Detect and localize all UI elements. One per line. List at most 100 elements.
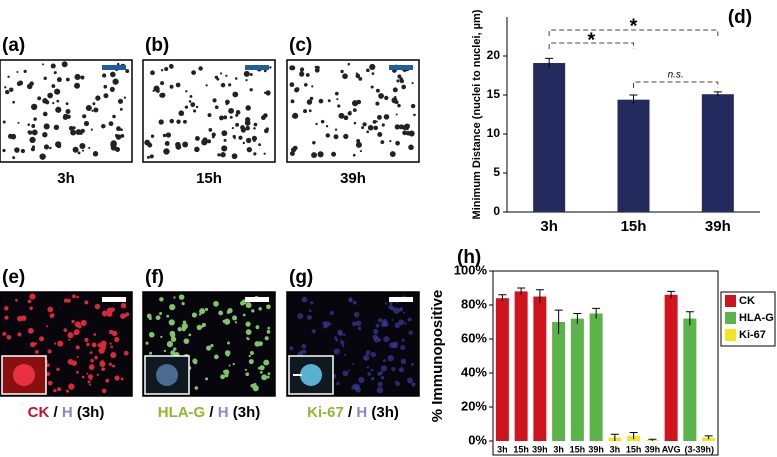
cell bbox=[150, 134, 155, 138]
cell bbox=[384, 95, 389, 101]
cell bbox=[372, 119, 377, 124]
cell bbox=[65, 102, 69, 106]
cell bbox=[75, 129, 82, 136]
cell bbox=[410, 362, 414, 366]
cell bbox=[47, 349, 52, 354]
cell bbox=[411, 382, 416, 387]
cell bbox=[4, 86, 7, 89]
cell bbox=[14, 147, 20, 153]
bar bbox=[533, 63, 566, 212]
scale-bar bbox=[245, 65, 269, 70]
significance-label: * bbox=[587, 29, 595, 51]
cell bbox=[146, 155, 150, 159]
cell bbox=[166, 341, 174, 348]
caption: 15h bbox=[196, 170, 222, 187]
cell bbox=[244, 120, 251, 126]
cell bbox=[201, 325, 204, 328]
cell bbox=[231, 126, 234, 130]
caption: HLA-G / H (3h) bbox=[158, 404, 261, 421]
cell bbox=[27, 299, 32, 304]
legend-swatch bbox=[725, 295, 736, 307]
cell bbox=[117, 98, 124, 104]
cell bbox=[194, 386, 199, 390]
cell bbox=[337, 104, 341, 108]
cell bbox=[196, 324, 202, 331]
cell bbox=[175, 82, 181, 88]
cell bbox=[17, 315, 23, 322]
cell bbox=[110, 352, 117, 359]
cell bbox=[259, 365, 265, 371]
cell bbox=[220, 152, 226, 158]
cell bbox=[250, 383, 255, 388]
cell bbox=[395, 140, 400, 146]
cell bbox=[69, 362, 72, 365]
cell bbox=[351, 384, 357, 390]
cell bbox=[120, 133, 125, 138]
cell bbox=[30, 341, 36, 348]
cell bbox=[253, 122, 258, 127]
cell bbox=[311, 85, 314, 88]
cell bbox=[327, 99, 331, 103]
cell bbox=[113, 365, 116, 368]
cell bbox=[389, 140, 392, 143]
cell bbox=[391, 97, 398, 104]
cell bbox=[216, 77, 220, 81]
cell bbox=[351, 100, 359, 107]
cell bbox=[333, 348, 340, 355]
error-bar bbox=[648, 438, 657, 441]
cell bbox=[351, 362, 354, 365]
cell bbox=[242, 313, 246, 317]
cell bbox=[150, 70, 155, 76]
caption-part: (3h) bbox=[77, 404, 105, 421]
panel-label: (f) bbox=[145, 267, 164, 288]
cell bbox=[55, 106, 62, 113]
cell bbox=[219, 115, 224, 121]
cell bbox=[380, 140, 385, 145]
cell bbox=[251, 309, 255, 313]
caption-part: / bbox=[53, 404, 58, 421]
cell bbox=[245, 372, 250, 377]
cell bbox=[349, 299, 353, 303]
cell bbox=[375, 101, 380, 106]
legend-swatch bbox=[725, 312, 736, 324]
inset-cell bbox=[13, 364, 35, 386]
cell bbox=[158, 119, 164, 125]
cell bbox=[373, 125, 378, 131]
cell bbox=[169, 84, 174, 89]
cell bbox=[75, 345, 80, 350]
cell bbox=[205, 84, 208, 87]
cell bbox=[169, 303, 176, 311]
cell bbox=[205, 377, 209, 381]
x-tick-label: 3h bbox=[497, 444, 508, 454]
cell bbox=[352, 300, 357, 305]
cell bbox=[228, 364, 231, 367]
cell bbox=[92, 102, 96, 106]
panel-label: (a) bbox=[2, 35, 25, 56]
cell bbox=[211, 132, 216, 137]
cell bbox=[81, 375, 85, 379]
cell bbox=[342, 370, 349, 377]
caption-part: (3h) bbox=[233, 404, 261, 421]
cell bbox=[61, 61, 68, 68]
cell bbox=[399, 79, 404, 84]
cell bbox=[98, 347, 105, 354]
cell bbox=[160, 335, 163, 339]
cell bbox=[364, 358, 367, 361]
cell bbox=[299, 350, 303, 354]
scale-bar bbox=[389, 65, 413, 70]
caption: 3h bbox=[57, 170, 75, 187]
cell bbox=[159, 311, 163, 315]
error-bar bbox=[667, 290, 676, 299]
caption-part: HLA-G bbox=[158, 404, 206, 421]
cell bbox=[76, 370, 79, 374]
cell bbox=[43, 76, 47, 80]
cell bbox=[261, 374, 268, 381]
cell bbox=[255, 325, 260, 330]
cell bbox=[31, 129, 38, 136]
cell bbox=[86, 372, 89, 375]
cell bbox=[213, 300, 219, 307]
cell bbox=[408, 330, 413, 335]
error-bar bbox=[535, 289, 544, 304]
cell bbox=[169, 118, 175, 124]
cell bbox=[33, 117, 37, 121]
